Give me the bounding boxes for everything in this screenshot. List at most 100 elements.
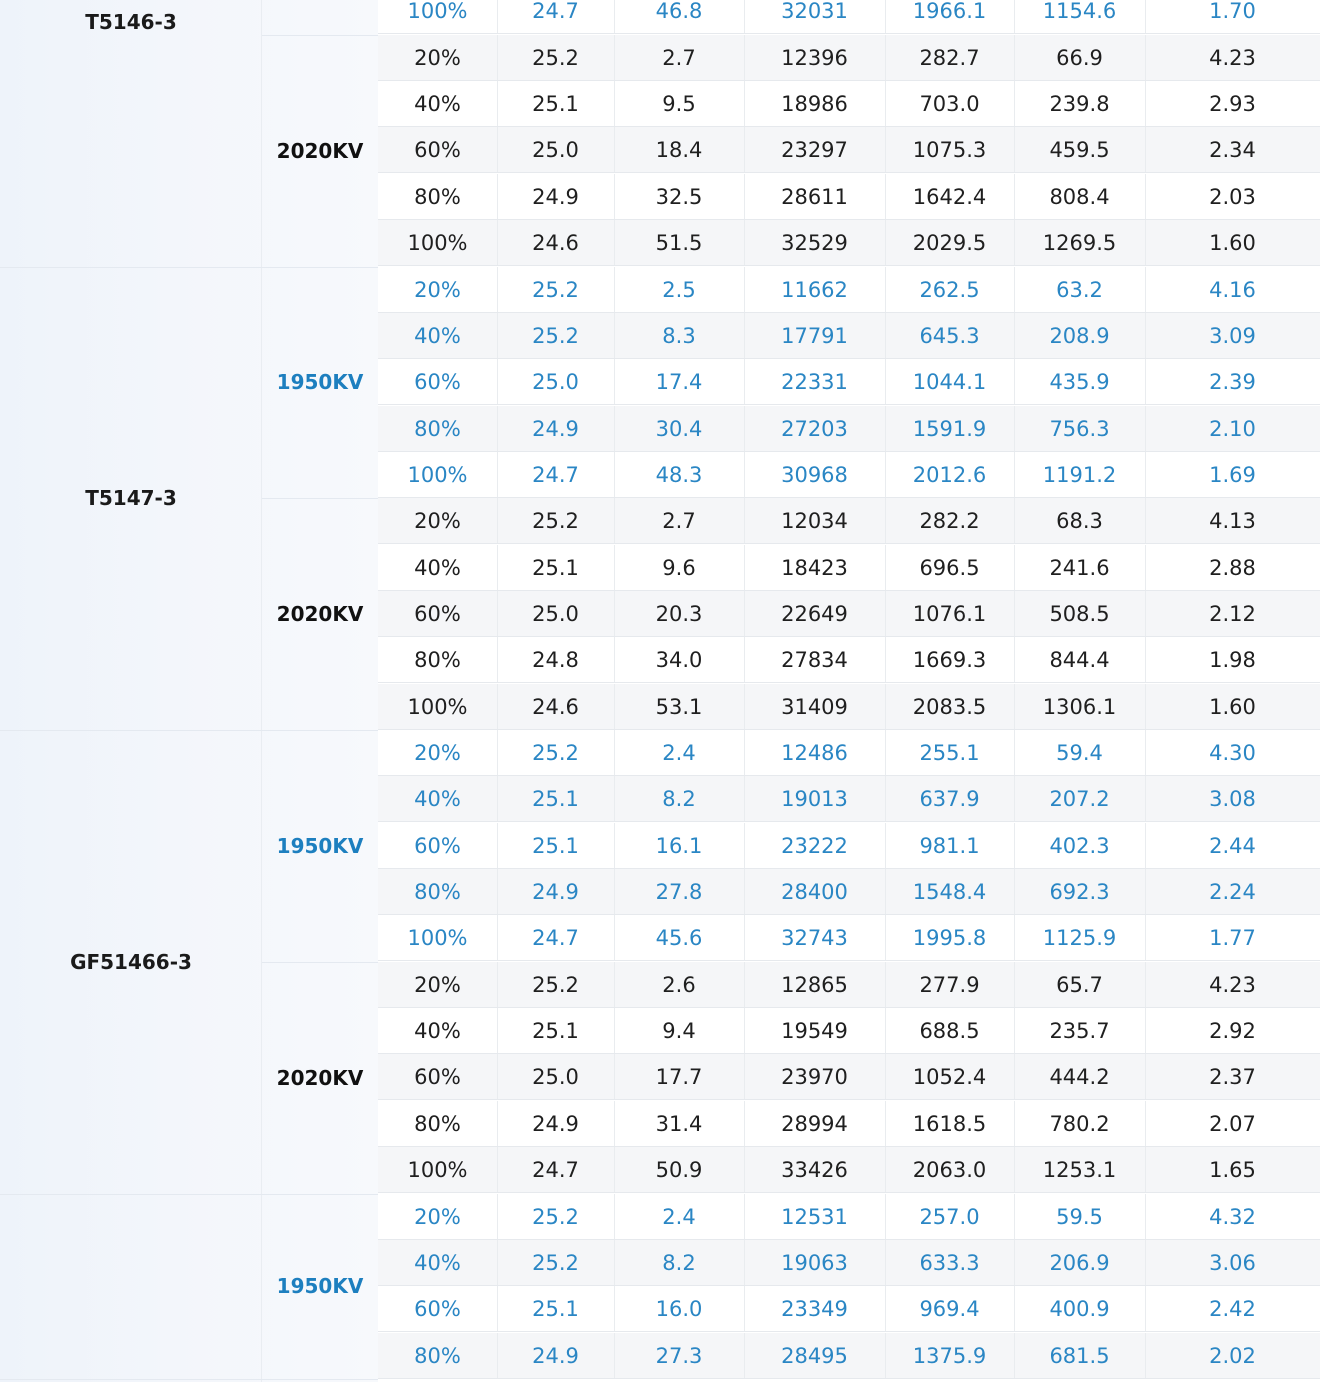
power-cell: 1269.5 — [1042, 231, 1117, 256]
input-cell: 2.7 — [662, 45, 696, 70]
efficiency-cell: 3.06 — [1209, 1250, 1256, 1275]
column-divider — [885, 869, 886, 915]
table-row: 20% 25.2 2.4 12486 255.1 59.4 4.30 — [378, 730, 1320, 776]
column-divider — [744, 1008, 745, 1054]
efficiency-cell: 1.70 — [1209, 0, 1256, 24]
column-divider — [614, 1193, 615, 1239]
load-cell: 100% — [407, 462, 468, 487]
efficiency-cell: 2.39 — [1209, 370, 1256, 395]
column-divider — [614, 730, 615, 775]
input-cell: 2.5 — [662, 277, 696, 302]
speed-cell: 28400 — [781, 880, 848, 905]
table-row: 80% 24.9 32.5 28611 1642.4 808.4 2.03 — [378, 173, 1320, 220]
temperature-cell: 24.9 — [532, 416, 579, 441]
column-divider — [744, 822, 745, 868]
thrust-cell: 703.0 — [919, 92, 980, 117]
load-cell: 40% — [414, 1019, 461, 1044]
column-divider — [744, 34, 745, 80]
input-cell: 2.4 — [662, 741, 696, 765]
speed-cell: 28611 — [781, 184, 848, 209]
column-divider — [497, 915, 498, 961]
input-cell: 31.4 — [655, 1111, 703, 1136]
table-row: 60% 25.0 20.3 22649 1076.1 508.5 2.12 — [378, 590, 1320, 637]
column-divider — [744, 1054, 745, 1100]
section-divider — [0, 1193, 378, 1195]
column-divider — [497, 312, 498, 358]
column-divider — [744, 544, 745, 590]
thrust-cell: 1642.4 — [912, 184, 987, 209]
temperature-cell: 25.1 — [532, 1297, 579, 1322]
power-cell: 400.9 — [1049, 1297, 1110, 1322]
efficiency-cell: 2.02 — [1209, 1343, 1256, 1368]
column-divider — [1145, 961, 1146, 1007]
column-divider — [744, 869, 745, 915]
column-divider — [885, 220, 886, 266]
load-cell: 40% — [414, 787, 461, 812]
efficiency-cell: 1.77 — [1209, 926, 1256, 951]
model-label: T5146-3 — [85, 10, 177, 34]
column-divider — [497, 1147, 498, 1193]
efficiency-cell: 2.44 — [1209, 833, 1256, 858]
efficiency-cell: 4.30 — [1209, 741, 1256, 765]
speed-cell: 23222 — [781, 833, 848, 858]
thrust-cell: 2063.0 — [912, 1158, 987, 1183]
column-divider — [885, 1332, 886, 1378]
efficiency-cell: 4.23 — [1209, 45, 1256, 70]
column-divider — [497, 359, 498, 405]
column-divider — [614, 81, 615, 127]
column-divider — [1145, 822, 1146, 868]
column-divider — [744, 590, 745, 636]
column-divider — [614, 451, 615, 497]
column-divider — [885, 405, 886, 451]
table-row: 100% 24.6 53.1 31409 2083.5 1306.1 1.60 — [378, 683, 1320, 730]
thrust-cell: 1966.1 — [912, 0, 987, 24]
speed-cell: 27203 — [781, 416, 848, 441]
table-row: 100% 24.7 50.9 33426 2063.0 1253.1 1.65 — [378, 1147, 1320, 1194]
temperature-cell: 24.7 — [532, 1158, 579, 1183]
power-cell: 459.5 — [1049, 138, 1110, 163]
load-cell: 100% — [407, 926, 468, 951]
temperature-cell: 25.2 — [532, 972, 579, 997]
column-divider — [744, 173, 745, 219]
power-cell: 1306.1 — [1042, 694, 1117, 719]
thrust-cell: 1375.9 — [912, 1343, 987, 1368]
column-divider — [885, 0, 886, 34]
column-divider — [1145, 776, 1146, 822]
temperature-cell: 24.6 — [532, 231, 579, 256]
thrust-cell: 282.7 — [919, 45, 980, 70]
column-divider — [1145, 869, 1146, 915]
table-row: 60% 25.0 17.7 23970 1052.4 444.2 2.37 — [378, 1054, 1320, 1101]
thrust-cell: 688.5 — [919, 1019, 980, 1044]
efficiency-cell: 1.60 — [1209, 694, 1256, 719]
table-row: 40% 25.1 9.5 18986 703.0 239.8 2.93 — [378, 81, 1320, 128]
speed-cell: 11662 — [781, 277, 848, 302]
column-divider — [1145, 451, 1146, 497]
column-divider — [1145, 1008, 1146, 1054]
load-cell: 80% — [414, 1343, 461, 1368]
column-divider — [497, 776, 498, 822]
power-cell: 59.4 — [1056, 741, 1103, 765]
power-cell: 508.5 — [1049, 601, 1110, 626]
speed-cell: 23349 — [781, 1297, 848, 1322]
column-divider — [614, 1286, 615, 1332]
load-cell: 20% — [414, 277, 461, 302]
voltage-label: 2020KV — [276, 138, 364, 163]
speed-cell: 32743 — [781, 926, 848, 951]
column-divider — [885, 683, 886, 729]
column-divider — [744, 915, 745, 961]
column-divider — [1145, 1054, 1146, 1100]
column-divider — [1145, 81, 1146, 127]
temperature-cell: 25.1 — [532, 833, 579, 858]
speed-cell: 30968 — [781, 462, 848, 487]
column-divider — [744, 1193, 745, 1239]
temperature-cell: 25.1 — [532, 1019, 579, 1044]
column-divider — [1014, 312, 1015, 358]
thrust-cell: 1044.1 — [912, 370, 987, 395]
load-cell: 40% — [414, 1250, 461, 1275]
column-divider — [614, 915, 615, 961]
column-divider — [497, 498, 498, 544]
thrust-cell: 1618.5 — [912, 1111, 987, 1136]
column-divider — [614, 359, 615, 405]
column-divider — [1014, 81, 1015, 127]
temperature-cell: 24.9 — [532, 184, 579, 209]
